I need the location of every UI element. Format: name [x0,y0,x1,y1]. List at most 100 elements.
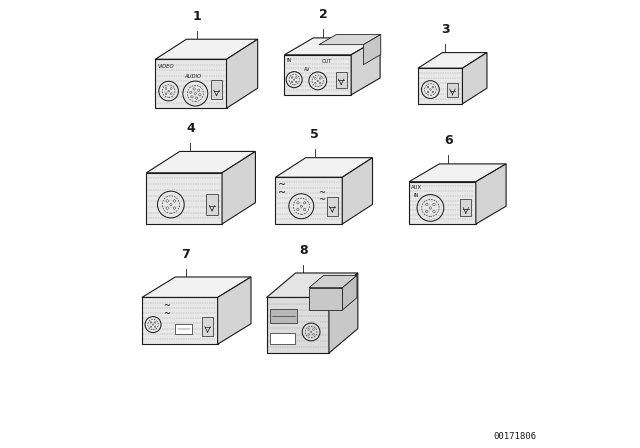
Circle shape [191,96,193,98]
Circle shape [432,86,434,88]
Polygon shape [409,182,476,224]
Circle shape [428,91,429,93]
Text: 7: 7 [182,247,190,260]
FancyBboxPatch shape [335,72,347,88]
FancyBboxPatch shape [460,199,472,216]
Polygon shape [418,68,463,104]
Polygon shape [476,164,506,224]
Text: AUX: AUX [412,185,422,190]
Circle shape [303,202,306,204]
Circle shape [165,93,167,95]
Polygon shape [342,276,357,310]
Circle shape [319,82,321,84]
Text: ~: ~ [318,188,325,197]
Circle shape [195,93,196,95]
Text: 00171806: 00171806 [493,432,536,441]
Circle shape [294,79,295,80]
Circle shape [170,88,172,89]
Circle shape [195,97,198,99]
Circle shape [165,88,167,89]
Text: 2: 2 [319,9,328,22]
Text: 6: 6 [444,134,452,147]
Circle shape [291,77,292,78]
Text: AUDIO: AUDIO [184,74,202,79]
Polygon shape [284,55,351,95]
Circle shape [170,203,172,206]
Text: ~: ~ [318,195,325,204]
FancyBboxPatch shape [211,80,222,99]
Text: OUT: OUT [322,59,332,64]
FancyBboxPatch shape [207,194,218,215]
Circle shape [313,329,314,330]
Polygon shape [227,39,258,108]
Circle shape [433,210,435,213]
Polygon shape [156,39,258,59]
Polygon shape [364,34,381,65]
Circle shape [432,91,434,93]
Polygon shape [156,59,227,108]
Polygon shape [147,173,222,224]
Circle shape [168,90,170,92]
Polygon shape [409,164,506,182]
Circle shape [291,81,292,82]
Circle shape [428,86,429,88]
Text: VIDEO: VIDEO [157,64,174,69]
Polygon shape [142,297,218,344]
Text: ~: ~ [278,188,286,198]
FancyBboxPatch shape [326,197,338,215]
Circle shape [150,322,152,323]
Polygon shape [284,38,380,55]
FancyBboxPatch shape [202,317,213,336]
Circle shape [303,208,306,211]
Circle shape [296,77,297,78]
Text: AV: AV [305,67,311,72]
Polygon shape [222,151,255,224]
Text: 1: 1 [192,10,201,23]
Polygon shape [218,277,251,344]
Circle shape [433,203,435,206]
Text: 5: 5 [310,128,319,141]
Text: 4: 4 [186,122,195,135]
Polygon shape [142,277,251,297]
Circle shape [297,202,299,204]
Circle shape [429,207,431,209]
Polygon shape [329,273,358,353]
Circle shape [193,88,195,90]
Circle shape [426,203,428,206]
Circle shape [199,94,201,96]
Polygon shape [418,52,487,68]
Polygon shape [275,158,372,177]
Circle shape [173,200,175,202]
Polygon shape [351,38,380,95]
Polygon shape [309,276,357,288]
Circle shape [310,331,312,333]
Polygon shape [309,288,342,310]
Circle shape [315,78,316,79]
Polygon shape [463,52,487,104]
Circle shape [308,329,310,330]
FancyBboxPatch shape [175,324,192,334]
Circle shape [308,334,310,335]
Polygon shape [275,177,342,224]
Text: ~: ~ [278,180,286,190]
Circle shape [152,324,154,325]
Circle shape [317,80,319,82]
Circle shape [297,208,299,211]
Text: IN: IN [286,58,291,63]
Circle shape [313,334,314,335]
Circle shape [170,93,172,95]
Circle shape [300,205,302,207]
Circle shape [198,89,200,91]
Circle shape [189,91,192,94]
Polygon shape [319,34,381,45]
Text: 8: 8 [299,244,308,257]
Polygon shape [267,297,329,353]
Text: ~: ~ [163,301,170,310]
Polygon shape [342,158,372,224]
Polygon shape [147,151,255,173]
Circle shape [426,210,428,213]
Circle shape [319,78,321,79]
Circle shape [173,207,175,209]
Circle shape [154,322,156,323]
Circle shape [296,81,297,82]
